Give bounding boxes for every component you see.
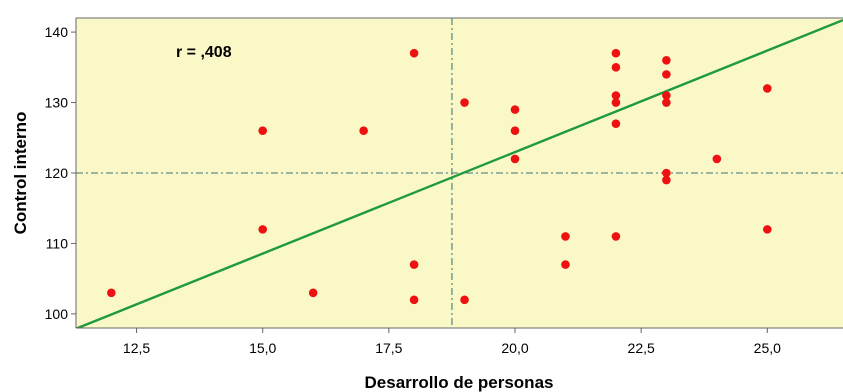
data-point xyxy=(763,84,772,93)
x-tick-label: 20,0 xyxy=(501,340,528,356)
data-point xyxy=(409,48,419,58)
data-point xyxy=(510,154,520,164)
data-point xyxy=(510,105,520,114)
y-axis-title: Control interno xyxy=(11,112,30,235)
data-point xyxy=(662,70,671,79)
data-point xyxy=(258,225,268,234)
data-point xyxy=(662,175,671,185)
data-point xyxy=(662,91,671,100)
data-point xyxy=(561,232,570,241)
data-point xyxy=(460,98,469,107)
x-tick-label: 22,5 xyxy=(628,340,655,356)
data-point xyxy=(611,91,621,100)
data-point xyxy=(662,98,671,107)
data-point xyxy=(611,119,621,128)
fit-line-group xyxy=(76,19,843,328)
x-tick-label: 25,0 xyxy=(754,340,781,356)
data-point xyxy=(460,295,469,305)
data-point xyxy=(561,260,570,269)
x-axis-title: Desarrollo de personas xyxy=(365,373,554,392)
x-ticks: 12,5 15,0 17,5 20,0 22,5 25,0 xyxy=(123,328,781,356)
y-tick-label: 120 xyxy=(45,165,69,181)
data-point xyxy=(763,225,772,234)
x-tick-label: 17,5 xyxy=(375,340,402,356)
data-point xyxy=(611,48,621,58)
data-point xyxy=(611,232,621,241)
data-point xyxy=(712,154,722,164)
y-tick-label: 100 xyxy=(45,306,69,322)
fit-line xyxy=(76,19,843,328)
data-point xyxy=(308,288,318,298)
points-group xyxy=(107,48,772,305)
data-point xyxy=(107,288,116,298)
correlation-annotation: r = ,408 xyxy=(176,44,232,61)
data-point xyxy=(662,55,671,65)
data-point xyxy=(409,295,419,305)
data-point xyxy=(359,126,368,136)
y-tick-label: 110 xyxy=(46,235,69,251)
data-point xyxy=(662,168,671,178)
data-point xyxy=(611,98,621,107)
y-ticks: 100 110 120 130 140 xyxy=(45,24,76,322)
y-tick-label: 140 xyxy=(45,24,69,40)
data-point xyxy=(409,260,419,269)
x-tick-label: 12,5 xyxy=(123,340,150,356)
data-point xyxy=(510,126,520,136)
x-tick-label: 15,0 xyxy=(249,340,276,356)
data-point xyxy=(258,126,268,136)
data-point xyxy=(611,63,621,72)
y-tick-label: 130 xyxy=(45,95,69,111)
reference-lines xyxy=(76,18,843,328)
